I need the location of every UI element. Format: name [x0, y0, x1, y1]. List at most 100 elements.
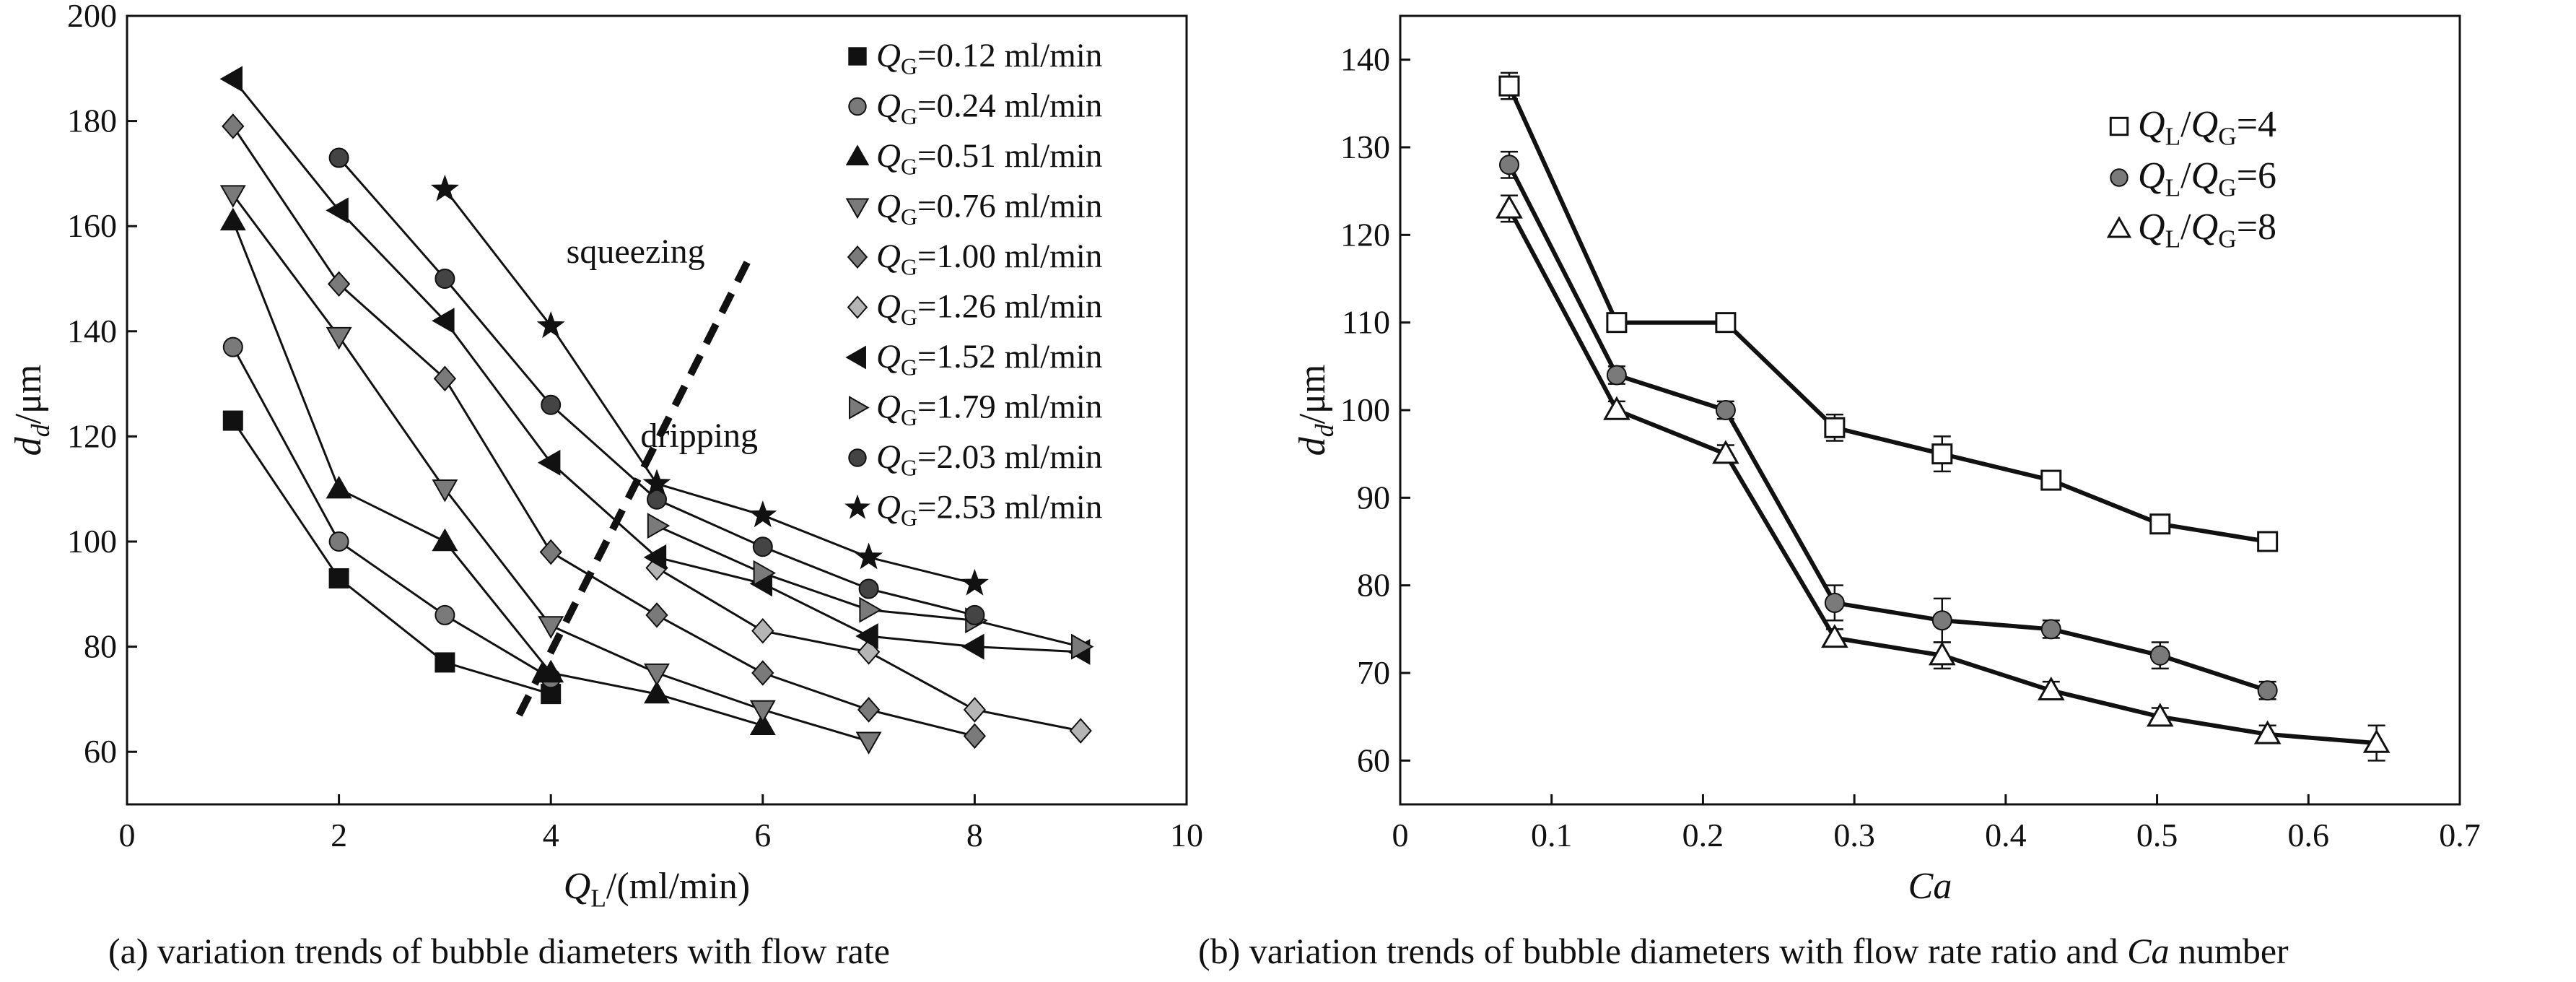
legend-label-text: =1.26 ml/min	[917, 288, 1102, 326]
data-point	[1931, 610, 1952, 631]
y-tick-label: 100	[67, 523, 117, 560]
y-tick-label: 180	[67, 103, 117, 139]
legend-label-sub: G	[2218, 173, 2237, 201]
legend-label: QL​/QG​=4	[2138, 104, 2276, 150]
y-tick-label: 70	[1357, 654, 1390, 691]
legend-label-text: =4	[2237, 104, 2276, 145]
data-point	[435, 269, 455, 289]
data-point	[2146, 703, 2174, 727]
legend-label-text: =2.03 ml/min	[917, 438, 1102, 476]
series-line	[232, 220, 764, 727]
series-line	[232, 346, 551, 679]
legend-label-var: Q	[876, 87, 901, 125]
legend-label-text: =0.24 ml/min	[917, 87, 1102, 125]
x-tick-label: 4	[543, 817, 559, 853]
legend-label: QG​=0.76 ml/min	[876, 188, 1102, 230]
series-2	[219, 207, 776, 735]
data-point	[752, 536, 773, 557]
data-point	[2362, 729, 2391, 753]
data-point	[751, 617, 774, 644]
legend-label-sub: G	[2218, 121, 2237, 150]
y-tick-label: 140	[1340, 41, 1390, 78]
x-axis-label-text: /(ml/min)	[606, 866, 750, 907]
series-5	[645, 555, 1092, 744]
legend-label-text: =1.79 ml/min	[917, 388, 1102, 426]
data-point	[432, 528, 458, 552]
data-point	[2257, 680, 2278, 701]
x-axis-label-sub: L	[590, 883, 606, 912]
data-point	[855, 623, 878, 650]
legend-label-var: Q	[876, 438, 901, 476]
data-point	[1496, 194, 1523, 219]
legend-label-text: =2.53 ml/min	[917, 489, 1102, 526]
data-point	[219, 66, 243, 92]
y-axis-label-sub: d	[26, 423, 55, 437]
legend-label-var: Q	[876, 388, 901, 426]
legend-marker	[848, 97, 867, 116]
data-point	[753, 560, 777, 586]
series-0	[222, 410, 562, 705]
data-point	[435, 652, 455, 673]
legend-marker	[848, 47, 867, 66]
y-tick-label: 140	[67, 313, 117, 349]
x-axis-label: QL​/(ml/min)	[564, 866, 751, 912]
legend-label-var: Q	[2191, 207, 2219, 248]
legend-label: QG​=0.12 ml/min	[876, 37, 1102, 79]
x-tick-label: 0.5	[2136, 817, 2178, 853]
data-point	[430, 174, 459, 201]
legend-marker	[848, 448, 867, 467]
legend-label-sub: G	[901, 254, 917, 279]
legend-label-sub: G	[901, 405, 917, 430]
legend-marker	[847, 245, 868, 269]
x-tick-label: 2	[331, 817, 347, 853]
chart-b: 0 0.1 0.2 0.3 0.4 0.5 0.6 0.7 60 70 80 90 100 110 120 1…	[1292, 14, 2481, 907]
legend-label: QG​=2.53 ml/min	[876, 489, 1102, 531]
legend-marker	[845, 144, 870, 165]
legend-label-text: /	[2180, 207, 2191, 248]
data-point	[644, 680, 670, 704]
x-tick-label: 8	[966, 817, 983, 853]
series-line	[338, 157, 975, 617]
legend-marker	[845, 198, 870, 220]
y-tick-label: 90	[1357, 479, 1390, 516]
data-point	[2040, 619, 2061, 640]
series-1	[1498, 150, 2278, 701]
legend-label-text: /	[2180, 155, 2191, 196]
series-3	[219, 185, 882, 755]
data-point	[748, 500, 777, 528]
data-point	[2040, 469, 2062, 491]
x-tick-label: 0	[119, 817, 136, 853]
data-point	[855, 542, 883, 570]
y-tick-label: 60	[84, 733, 117, 770]
data-point	[1824, 592, 1845, 613]
data-point	[1715, 312, 1737, 334]
plot-frame	[1399, 14, 2461, 806]
series-line	[1507, 84, 2269, 544]
legend-label-sub: G	[901, 305, 917, 330]
legend-label-sub: G	[2218, 224, 2237, 253]
data-point	[328, 147, 349, 168]
legend-label-var: Q	[876, 137, 901, 175]
data-point	[2149, 645, 2170, 666]
data-point	[222, 336, 243, 357]
legend-label-sub: L	[2165, 224, 2181, 253]
y-axis-label-sub: d	[1310, 423, 1339, 437]
y-tick-label: 100	[1340, 391, 1390, 428]
legend-label-text: /	[2180, 104, 2191, 145]
legend: QL​/QG​=4 QL​/QG​=6 QL​/QG​=8	[2106, 104, 2276, 253]
legend-label: QG​=0.24 ml/min	[876, 87, 1102, 129]
data-point	[219, 185, 246, 208]
legend-label-text: =8	[2237, 207, 2276, 248]
legend-label-var: Q	[876, 489, 901, 526]
data-point	[749, 700, 776, 724]
y-axis-label-group: dd/μm	[8, 365, 55, 456]
data-point	[963, 697, 987, 723]
data-point	[1824, 417, 1846, 438]
legend-label-sub: G	[901, 154, 917, 179]
data-point	[1712, 440, 1739, 464]
data-point	[541, 394, 562, 415]
x-tick-label: 0.2	[1682, 817, 1724, 853]
caption-b-italic: Ca	[2127, 931, 2170, 971]
legend-label: QL​/QG​=8	[2138, 207, 2276, 253]
